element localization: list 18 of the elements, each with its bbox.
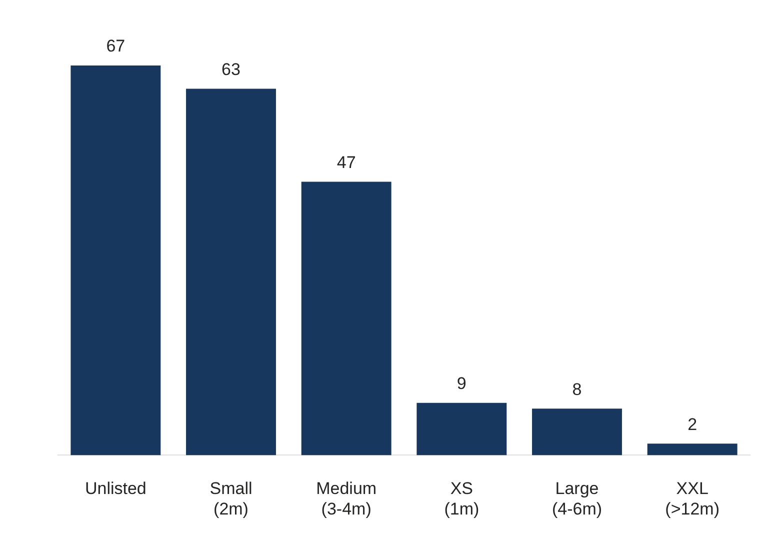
bar bbox=[532, 408, 622, 456]
x-tick-label: Large (4-6m) bbox=[552, 479, 602, 518]
data-label: 67 bbox=[106, 36, 126, 56]
bar bbox=[70, 65, 161, 456]
data-label: 47 bbox=[336, 152, 356, 172]
data-label: 63 bbox=[222, 60, 240, 79]
x-tick-label: XXL (>12m) bbox=[665, 479, 720, 518]
data-label: 9 bbox=[456, 374, 466, 394]
bar bbox=[301, 182, 392, 456]
x-tick-label: XS (1m) bbox=[444, 479, 480, 518]
x-tick-label: Unlisted bbox=[84, 479, 146, 498]
x-tick-label: Small (2m) bbox=[210, 479, 252, 518]
bar bbox=[647, 444, 738, 456]
data-label: 2 bbox=[688, 414, 698, 434]
x-tick-label: Medium (3-4m) bbox=[316, 479, 377, 518]
bar bbox=[186, 88, 276, 456]
bar bbox=[416, 402, 507, 456]
data-label: 8 bbox=[572, 380, 582, 399]
